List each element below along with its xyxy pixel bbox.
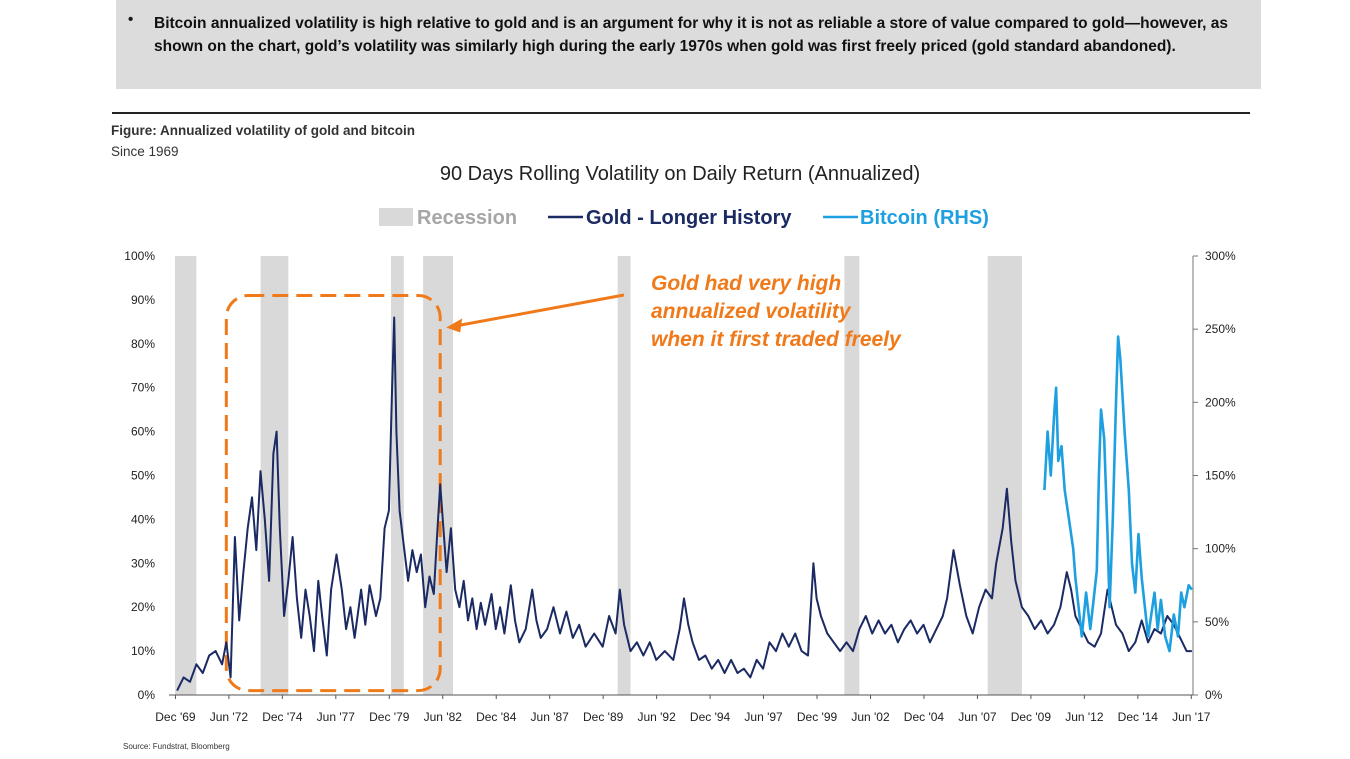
y-left-tick-label: 50% [131, 469, 155, 483]
figure-subtitle: Since 1969 [111, 144, 179, 159]
series-lines [176, 316, 1193, 692]
y-right-tick-label: 200% [1205, 395, 1236, 409]
annotation-text-line: annualized volatility [651, 300, 852, 323]
bitcoin-volatility-line [1043, 335, 1193, 653]
x-tick-label: Jun '72 [210, 710, 249, 724]
y-right-tick-label: 100% [1205, 542, 1236, 556]
legend-label-gold: Gold - Longer History [586, 207, 792, 229]
x-tick-label: Jun '97 [744, 710, 783, 724]
x-tick-label: Dec '14 [1118, 710, 1159, 724]
annotation-text-line: Gold had very high [651, 272, 841, 295]
annotation-text-line: when it first traded freely [651, 328, 902, 351]
section-divider [112, 112, 1250, 114]
x-tick-label: Dec '79 [369, 710, 410, 724]
x-tick-label: Jun '87 [531, 710, 570, 724]
y-left-tick-label: 30% [131, 556, 155, 570]
annotation-arrow-line [457, 293, 625, 327]
legend-label-bitcoin: Bitcoin (RHS) [860, 207, 989, 229]
y-left-tick-label: 90% [131, 293, 155, 307]
y-right-tick-label: 250% [1205, 322, 1236, 336]
bullet-marker: • [128, 11, 134, 28]
y-right-tick-label: 0% [1205, 688, 1223, 702]
recession-band [260, 256, 289, 695]
x-tick-label: Dec '69 [155, 710, 196, 724]
y-right-tick-label: 150% [1205, 469, 1236, 483]
x-tick-label: Dec '89 [583, 710, 624, 724]
recession-bands [175, 256, 1022, 695]
annotation-dashed-box [224, 294, 442, 693]
summary-callout: • Bitcoin annualized volatility is high … [116, 0, 1261, 89]
x-tick-label: Jun '07 [958, 710, 997, 724]
x-tick-label: Jun '17 [1172, 710, 1211, 724]
x-tick-label: Jun '02 [851, 710, 890, 724]
figure-title: Figure: Annualized volatility of gold an… [111, 123, 415, 138]
y-left-tick-label: 10% [131, 644, 155, 658]
y-left-tick-label: 100% [124, 249, 155, 263]
summary-text: Bitcoin annualized volatility is high re… [154, 15, 1229, 55]
x-tick-label: Jun '82 [424, 710, 463, 724]
y-left-tick-label: 60% [131, 425, 155, 439]
y-left-tick-label: 20% [131, 600, 155, 614]
annotation-arrow-head [446, 318, 463, 333]
axes: 0% 10% 20% 30% 40% 50% 60% 70% 80% 90% 100% 0% 50% 10… [124, 249, 1236, 724]
recession-band [175, 256, 197, 695]
x-tick-label: Dec '04 [904, 710, 945, 724]
gold-volatility-line [176, 316, 1192, 692]
y-right-tick-label: 300% [1205, 249, 1236, 263]
annotation: Gold had very high annualized volatility w… [224, 272, 902, 693]
x-tick-label: Dec '94 [690, 710, 731, 724]
y-left-tick-label: 40% [131, 512, 155, 526]
x-tick-label: Jun '12 [1065, 710, 1104, 724]
x-tick-label: Dec '99 [797, 710, 838, 724]
x-tick-label: Jun '92 [637, 710, 676, 724]
y-right-tick-label: 50% [1205, 615, 1229, 629]
x-tick-label: Dec '84 [476, 710, 517, 724]
legend: Recession Gold - Longer History Bitcoin (R… [379, 207, 989, 229]
source-note: Source: Fundstrat, Bloomberg [123, 742, 230, 751]
recession-band [987, 256, 1022, 695]
legend-label-recession: Recession [417, 207, 517, 229]
y-left-tick-label: 0% [138, 688, 156, 702]
x-tick-label: Dec '74 [262, 710, 303, 724]
chart-title: 90 Days Rolling Volatility on Daily Retu… [440, 163, 920, 185]
recession-band [423, 256, 454, 695]
x-tick-label: Jun '77 [317, 710, 356, 724]
legend-swatch-recession [379, 208, 413, 226]
x-tick-label: Dec '09 [1011, 710, 1052, 724]
recession-band [617, 256, 631, 695]
y-left-tick-label: 80% [131, 337, 155, 351]
recession-band [844, 256, 860, 695]
y-left-tick-label: 70% [131, 381, 155, 395]
